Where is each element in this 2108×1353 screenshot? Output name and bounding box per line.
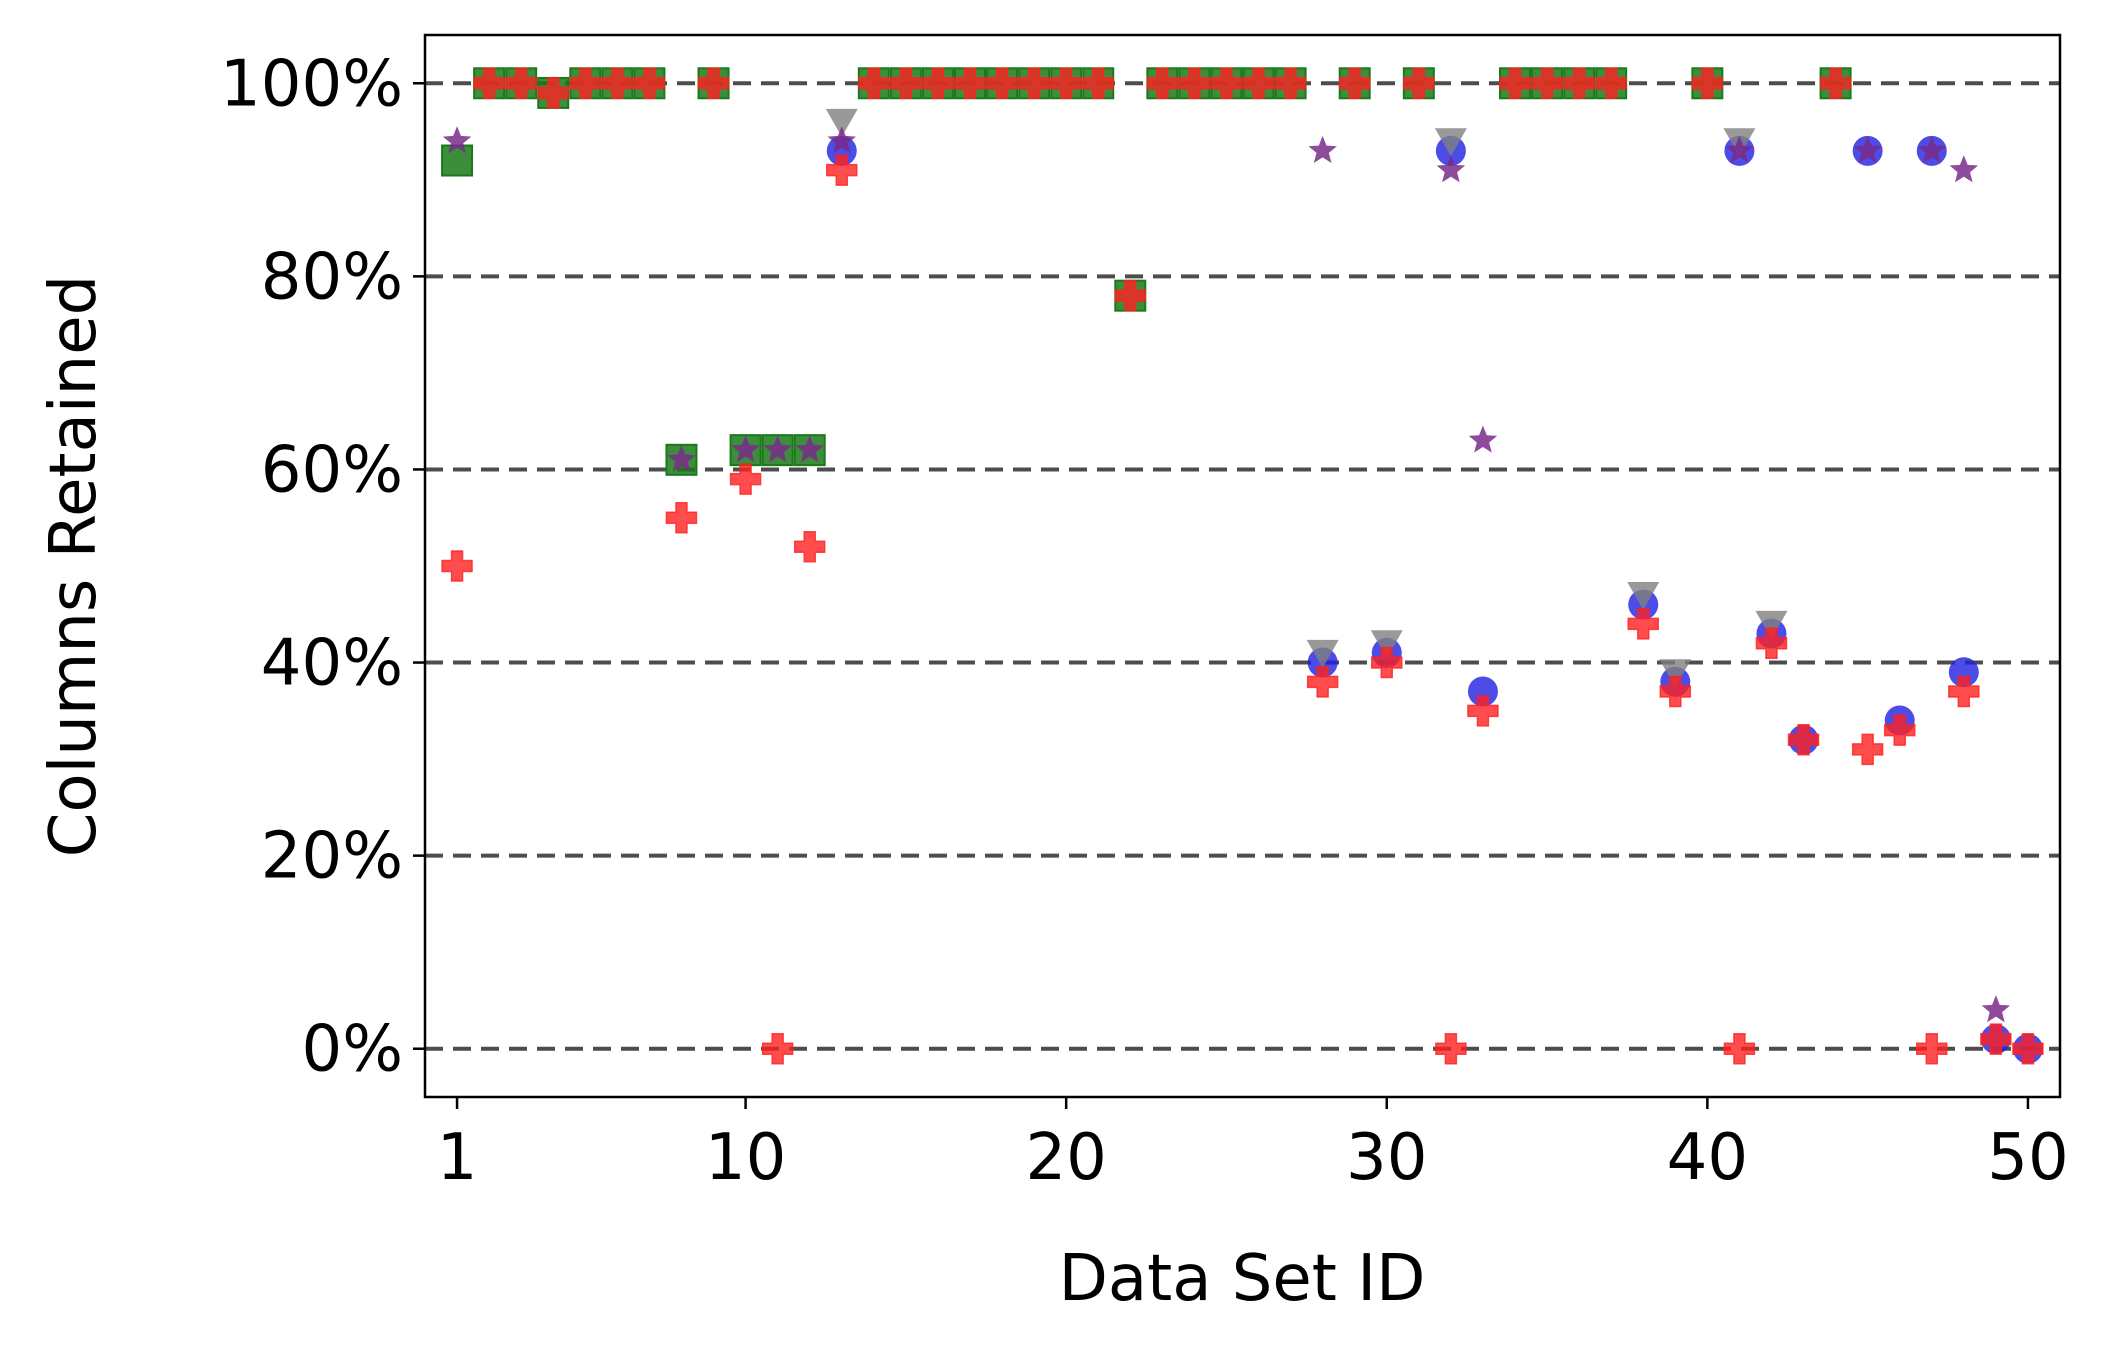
point-plus (1851, 733, 1884, 766)
point-plus (1018, 67, 1050, 100)
point-star (1917, 135, 1946, 163)
y-tick-label: 60% (261, 433, 403, 507)
point-star (1949, 155, 1979, 183)
point-plus (1916, 1032, 1948, 1065)
point-star (795, 435, 824, 463)
point-plus (1210, 67, 1243, 100)
y-tick-label: 80% (261, 240, 403, 314)
point-plus (1146, 67, 1179, 100)
point-plus (1435, 1032, 1467, 1065)
point-plus (986, 67, 1018, 100)
grid-layer (425, 81, 2060, 1051)
point-plus (569, 67, 602, 100)
point-plus (1306, 666, 1339, 698)
point-circle (826, 135, 857, 166)
point-triangle (1434, 128, 1467, 157)
point-plus (2012, 1032, 2044, 1065)
point-plus (1563, 67, 1595, 100)
point-star (667, 444, 696, 472)
point-plus (1114, 279, 1147, 312)
point-plus (633, 67, 666, 100)
y-tick-label: 100% (220, 47, 403, 121)
point-plus (793, 530, 826, 563)
point-star (731, 435, 760, 463)
point-plus (1755, 627, 1788, 659)
point-plus (1274, 67, 1307, 100)
x-tick-label: 30 (1346, 1121, 1427, 1195)
x-tick-label: 1 (437, 1121, 478, 1195)
point-star (1725, 135, 1754, 163)
x-axis-label: Data Set ID (1059, 1242, 1426, 1316)
point-plus (1403, 67, 1435, 100)
point-plus (1082, 67, 1114, 100)
y-tick-label: 0% (301, 1013, 403, 1087)
point-plus (537, 77, 569, 109)
y-axis-label: Columns Retained (37, 275, 111, 857)
point-star (1981, 995, 2011, 1023)
point-plus (1787, 724, 1820, 756)
y-tick-label: 20% (261, 820, 403, 894)
point-star (827, 126, 856, 154)
y-tick-label: 40% (261, 627, 403, 701)
point-plus (1499, 67, 1531, 100)
point-triangle (825, 108, 858, 137)
point-triangle (1659, 659, 1692, 688)
point-triangle (1627, 581, 1660, 610)
marks-layer (441, 67, 2044, 1065)
point-plus (1338, 67, 1371, 100)
point-plus (761, 1032, 794, 1065)
point-circle (1467, 676, 1498, 707)
point-plus (729, 463, 762, 495)
point-star (763, 435, 792, 463)
x-tick-label: 40 (1667, 1121, 1748, 1195)
point-plus (922, 67, 954, 100)
point-plus (1980, 1023, 2012, 1055)
point-star (442, 126, 472, 154)
point-plus (1723, 1032, 1756, 1065)
point-triangle (1370, 630, 1403, 659)
point-plus (1627, 608, 1659, 640)
point-circle (1948, 657, 1979, 688)
point-plus (1948, 675, 1980, 708)
point-plus (441, 550, 473, 582)
point-star (1853, 135, 1882, 163)
point-plus (1467, 695, 1499, 727)
point-plus (1178, 67, 1211, 100)
point-plus (826, 154, 858, 186)
point-triangle (1306, 639, 1339, 668)
point-star (1436, 155, 1466, 183)
point-plus (1819, 67, 1852, 100)
point-plus (665, 501, 698, 534)
point-plus (697, 67, 730, 100)
point-square (441, 144, 474, 177)
point-star (1468, 425, 1498, 453)
point-plus (1883, 714, 1916, 746)
point-plus (1531, 67, 1563, 100)
x-tick-label: 20 (1025, 1121, 1106, 1195)
point-plus (1050, 67, 1082, 100)
point-plus (858, 67, 890, 100)
point-plus (890, 67, 922, 100)
point-plus (1242, 67, 1275, 100)
point-plus (1659, 675, 1692, 708)
point-plus (1595, 67, 1627, 100)
point-plus (505, 67, 537, 100)
point-star (1308, 135, 1337, 163)
point-plus (1371, 646, 1403, 679)
plot-frame (423, 33, 2062, 1099)
axis-layer: 0% 20% 40% 60% 80% 100% 1 10 20 30 40 50 (220, 47, 2069, 1195)
x-tick-label: 50 (1987, 1121, 2068, 1195)
point-plus (473, 67, 505, 100)
point-plus (601, 67, 634, 100)
x-tick-label: 10 (705, 1121, 786, 1195)
point-triangle (1755, 610, 1788, 639)
point-plus (954, 67, 986, 100)
point-plus (1691, 67, 1724, 100)
